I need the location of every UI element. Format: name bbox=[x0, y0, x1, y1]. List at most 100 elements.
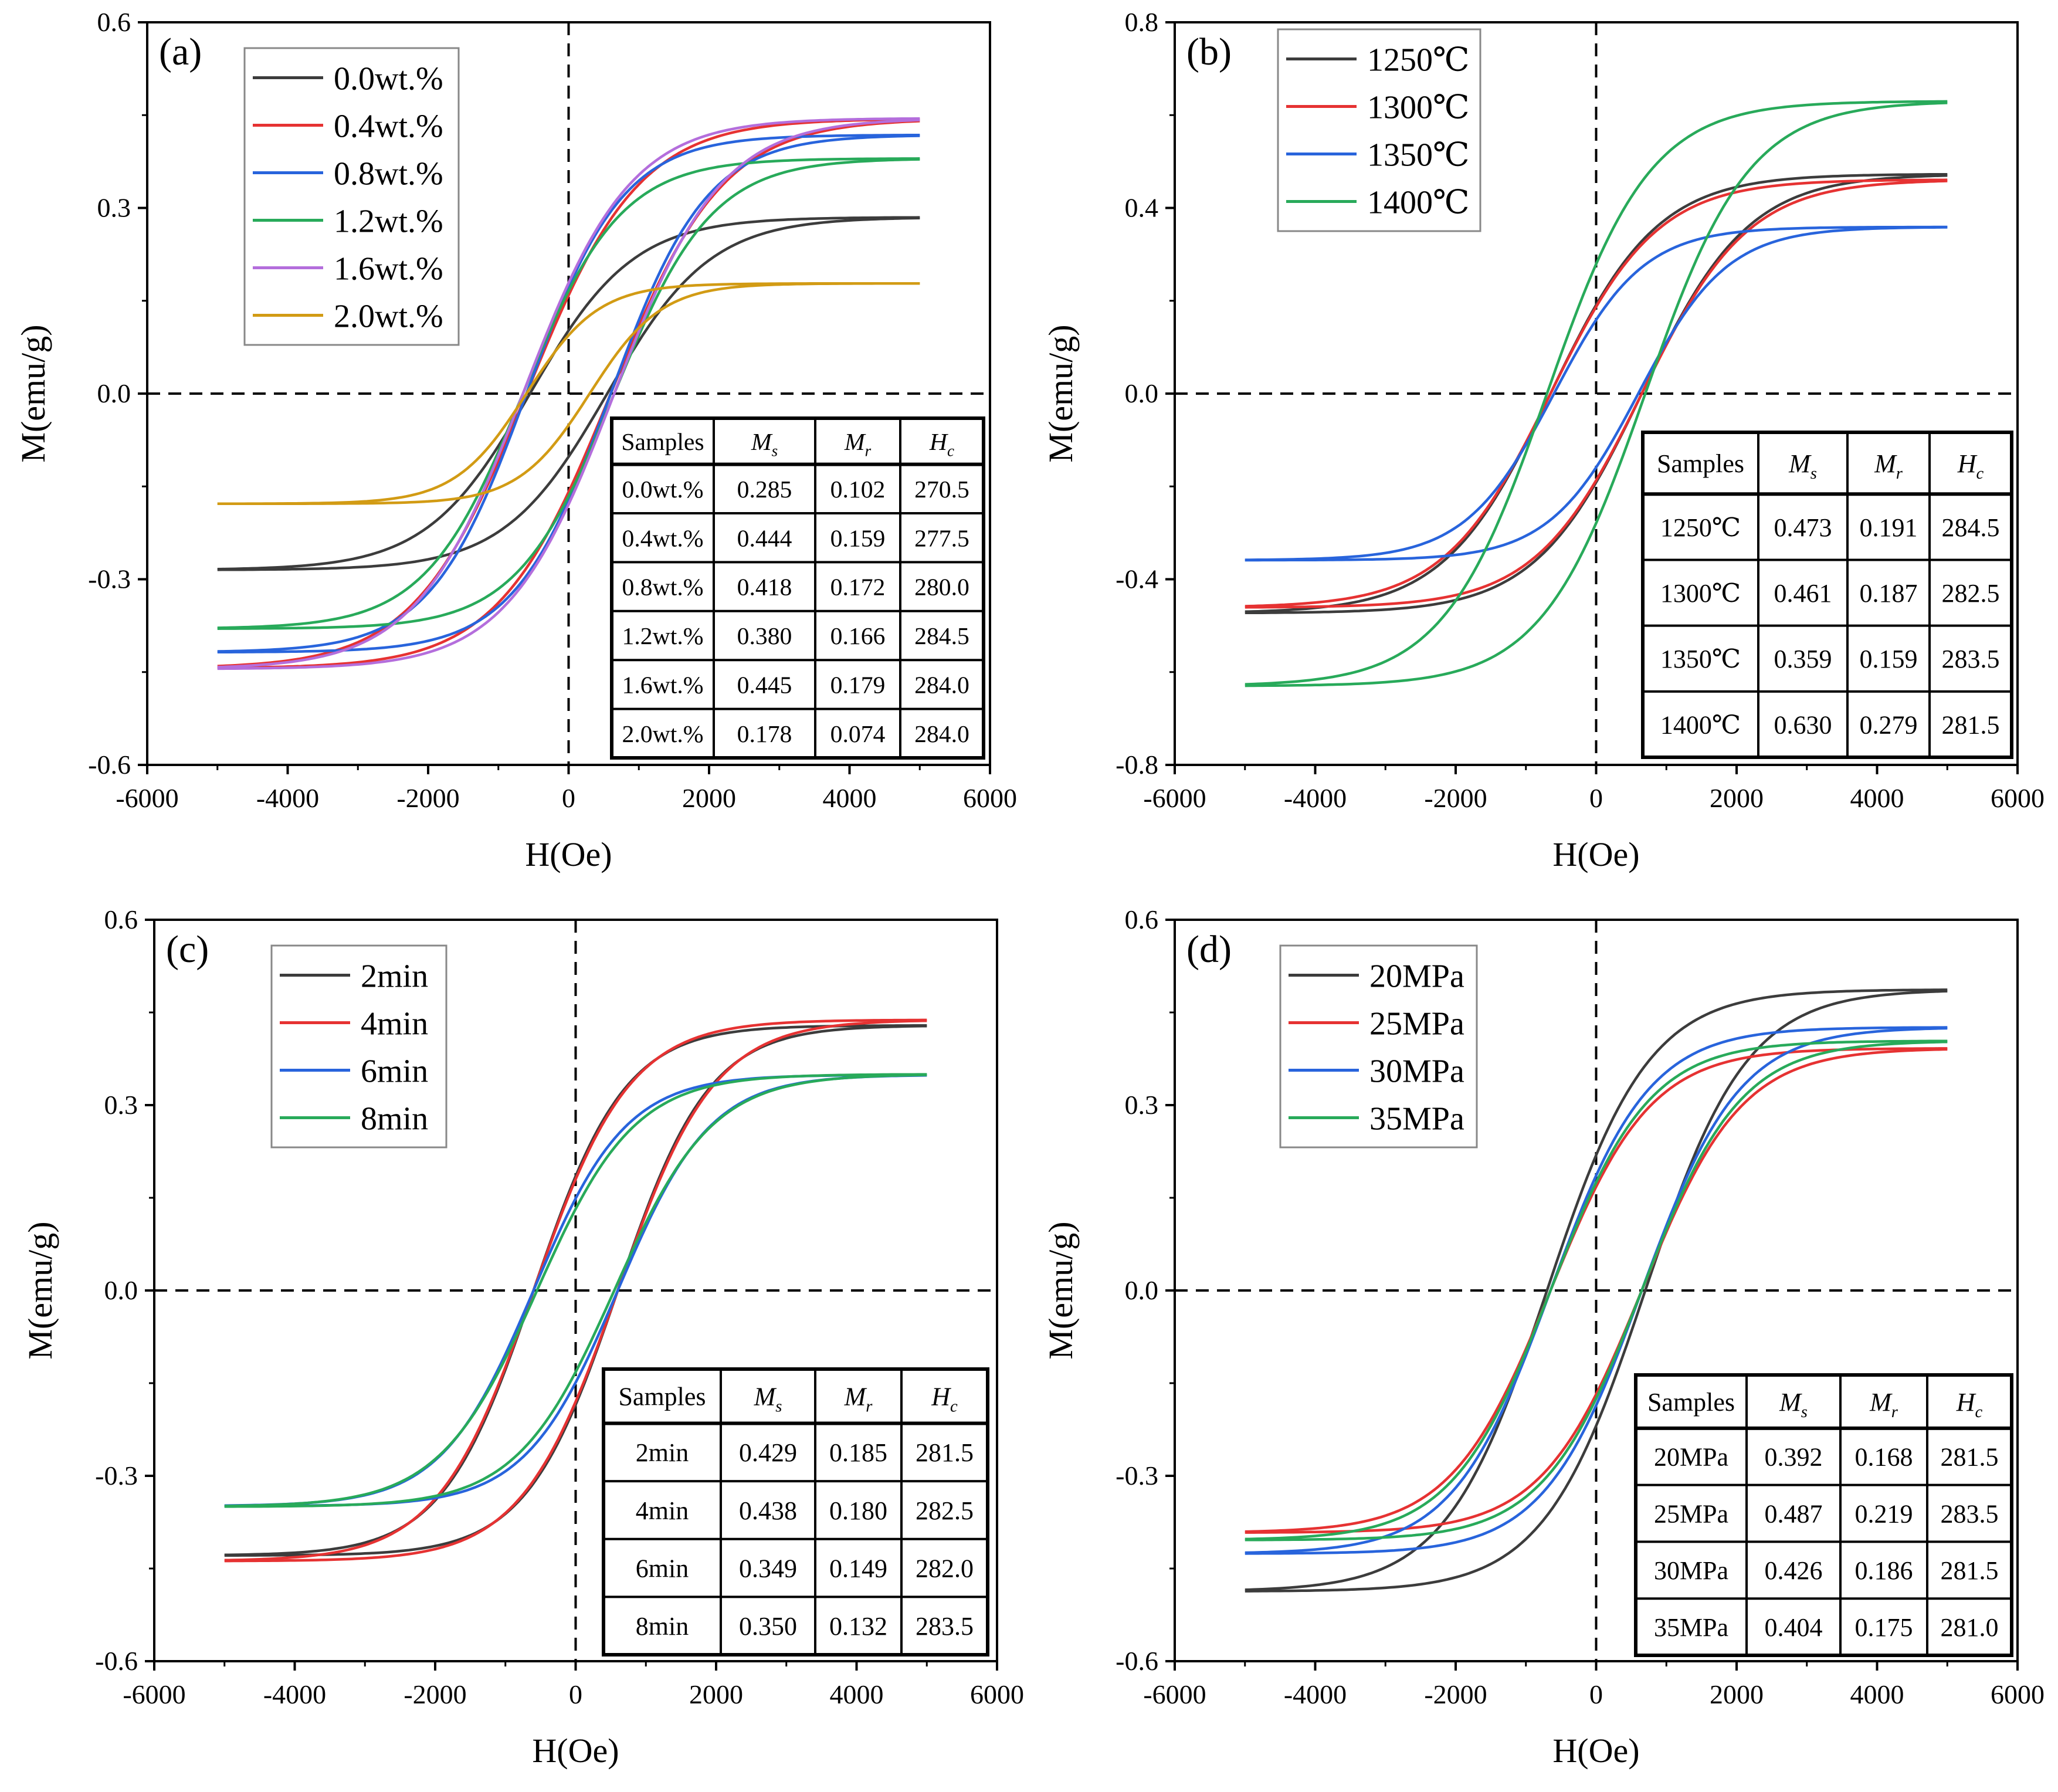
table-cell: 6min bbox=[636, 1554, 689, 1583]
table-cell: 2min bbox=[636, 1438, 689, 1467]
x-tick-label: 4000 bbox=[1850, 783, 1904, 813]
x-tick-label: 6000 bbox=[970, 1679, 1024, 1709]
panel-label: (d) bbox=[1186, 928, 1232, 971]
table-cell: 0.179 bbox=[830, 672, 886, 699]
table-cell: 282.5 bbox=[1942, 579, 2000, 608]
x-axis-label: H(Oe) bbox=[1552, 835, 1639, 873]
x-tick-label: 2000 bbox=[1710, 1679, 1764, 1709]
panel-label: (a) bbox=[159, 31, 202, 73]
table-header-subscript: c bbox=[1976, 465, 1984, 483]
y-axis-label: M(emu/g) bbox=[21, 1221, 59, 1359]
y-tick-label: 0.6 bbox=[104, 905, 138, 934]
table-cell: 0.418 bbox=[737, 574, 792, 601]
x-tick-label: 2000 bbox=[682, 783, 736, 813]
series-line-1-ascending bbox=[1245, 990, 1948, 1593]
y-tick-label: 0.0 bbox=[1125, 1275, 1159, 1305]
table-cell: 35MPa bbox=[1654, 1613, 1728, 1642]
x-tick-label: 4000 bbox=[823, 783, 877, 813]
series-line-4-descending bbox=[217, 157, 920, 629]
table-cell: 25MPa bbox=[1654, 1499, 1728, 1528]
legend-label: 2.0wt.% bbox=[334, 299, 443, 335]
table-header-symbol: M bbox=[1874, 449, 1897, 478]
table-cell: 281.5 bbox=[916, 1438, 974, 1467]
table-cell: 8min bbox=[636, 1612, 689, 1641]
x-tick-label: 2000 bbox=[1710, 783, 1764, 813]
table-cell: 283.5 bbox=[1941, 1499, 1999, 1528]
x-tick-label: -6000 bbox=[1143, 1679, 1206, 1709]
table-cell: 284.5 bbox=[914, 623, 969, 650]
table-cell: 284.0 bbox=[914, 721, 969, 748]
table-cell: 0.166 bbox=[830, 623, 886, 650]
table-cell: 270.5 bbox=[914, 476, 969, 503]
table-cell: 20MPa bbox=[1654, 1443, 1728, 1472]
panel-label: (b) bbox=[1186, 31, 1232, 73]
table-header-ms: Ms bbox=[754, 1383, 782, 1416]
table-cell: 0.444 bbox=[737, 525, 792, 552]
table-header-hc: Hc bbox=[931, 1383, 958, 1416]
y-tick-label: -0.6 bbox=[1116, 1646, 1158, 1676]
legend-box bbox=[1279, 944, 1478, 1149]
table-cell: 277.5 bbox=[914, 525, 969, 552]
table-header-mr: Mr bbox=[844, 1383, 873, 1416]
table-header-symbol: M bbox=[1779, 1388, 1802, 1417]
y-tick-label: 0.0 bbox=[1125, 378, 1159, 408]
x-tick-label: 0 bbox=[569, 1679, 582, 1709]
table-header-subscript: r bbox=[865, 442, 872, 459]
data-table bbox=[1634, 1373, 2013, 1657]
legend-label: 0.8wt.% bbox=[334, 156, 443, 192]
series-line-3-descending bbox=[217, 134, 920, 653]
table-header-subscript: r bbox=[866, 1398, 873, 1416]
table-cell: 1250℃ bbox=[1660, 513, 1741, 542]
table-header-ms: Ms bbox=[1779, 1388, 1808, 1421]
x-tick-label: 6000 bbox=[1991, 1679, 2045, 1709]
series-line-4-ascending bbox=[217, 158, 920, 630]
x-tick-label: -2000 bbox=[396, 783, 459, 813]
y-tick-label: 0.3 bbox=[97, 193, 131, 223]
table-header-hc: Hc bbox=[1957, 449, 1984, 483]
table-cell: 0.159 bbox=[1860, 645, 1918, 673]
table-cell: 0.149 bbox=[829, 1554, 887, 1583]
legend-label: 2min bbox=[361, 958, 428, 995]
table-header-subscript: c bbox=[1975, 1403, 1983, 1421]
table-header-symbol: H bbox=[1956, 1388, 1976, 1417]
legend-label: 1300℃ bbox=[1367, 90, 1470, 126]
table-cell: 280.0 bbox=[914, 574, 969, 601]
table-header-ms: Ms bbox=[751, 429, 778, 459]
table-cell: 1350℃ bbox=[1660, 645, 1741, 673]
table-header-subscript: s bbox=[1801, 1403, 1808, 1421]
table-cell: 0.175 bbox=[1855, 1613, 1913, 1642]
table-cell: 0.178 bbox=[737, 721, 792, 748]
series-line-3-ascending bbox=[1245, 226, 1948, 562]
x-tick-label: -6000 bbox=[116, 783, 178, 813]
series-line-4-ascending bbox=[224, 1073, 927, 1508]
y-tick-label: -0.3 bbox=[95, 1461, 138, 1490]
legend-label: 1.2wt.% bbox=[334, 204, 443, 240]
chart-panel-4: -6000 -4000 -2000 0 2000 4000 6000 -0.6 -0.3 0.0 0… bbox=[1042, 905, 2045, 1770]
y-tick-label: -0.4 bbox=[1116, 564, 1158, 594]
table-header-subscript: s bbox=[772, 442, 778, 459]
x-tick-label: 0 bbox=[1589, 783, 1603, 813]
table-cell: 283.5 bbox=[916, 1612, 974, 1641]
x-tick-label: -4000 bbox=[256, 783, 319, 813]
series-line-4-descending bbox=[224, 1073, 927, 1508]
x-axis-label: H(Oe) bbox=[525, 835, 612, 873]
series-line-2-ascending bbox=[1245, 179, 1948, 609]
x-tick-label: 6000 bbox=[1991, 783, 2045, 813]
series-line-4-ascending bbox=[1245, 101, 1948, 687]
y-tick-label: 0.0 bbox=[104, 1275, 138, 1305]
series-line-2-descending bbox=[1245, 178, 1948, 608]
x-tick-label: 4000 bbox=[830, 1679, 884, 1709]
table-cell: 0.380 bbox=[737, 623, 792, 650]
table-cell: 0.187 bbox=[1860, 579, 1918, 608]
series-line-1-ascending bbox=[217, 216, 920, 571]
chart-panel-3: -6000 -4000 -2000 0 2000 4000 6000 -0.6 -0.3 0.0 0… bbox=[21, 905, 1024, 1770]
legend-label: 1250℃ bbox=[1367, 42, 1470, 79]
table-header-symbol: M bbox=[751, 429, 773, 456]
table-cell: 1.2wt.% bbox=[622, 623, 704, 650]
series-line-3-ascending bbox=[217, 134, 920, 653]
x-tick-label: 6000 bbox=[963, 783, 1017, 813]
table-cell: 281.0 bbox=[1941, 1613, 1999, 1642]
x-tick-label: 2000 bbox=[689, 1679, 743, 1709]
table-cell: 0.191 bbox=[1860, 513, 1918, 542]
